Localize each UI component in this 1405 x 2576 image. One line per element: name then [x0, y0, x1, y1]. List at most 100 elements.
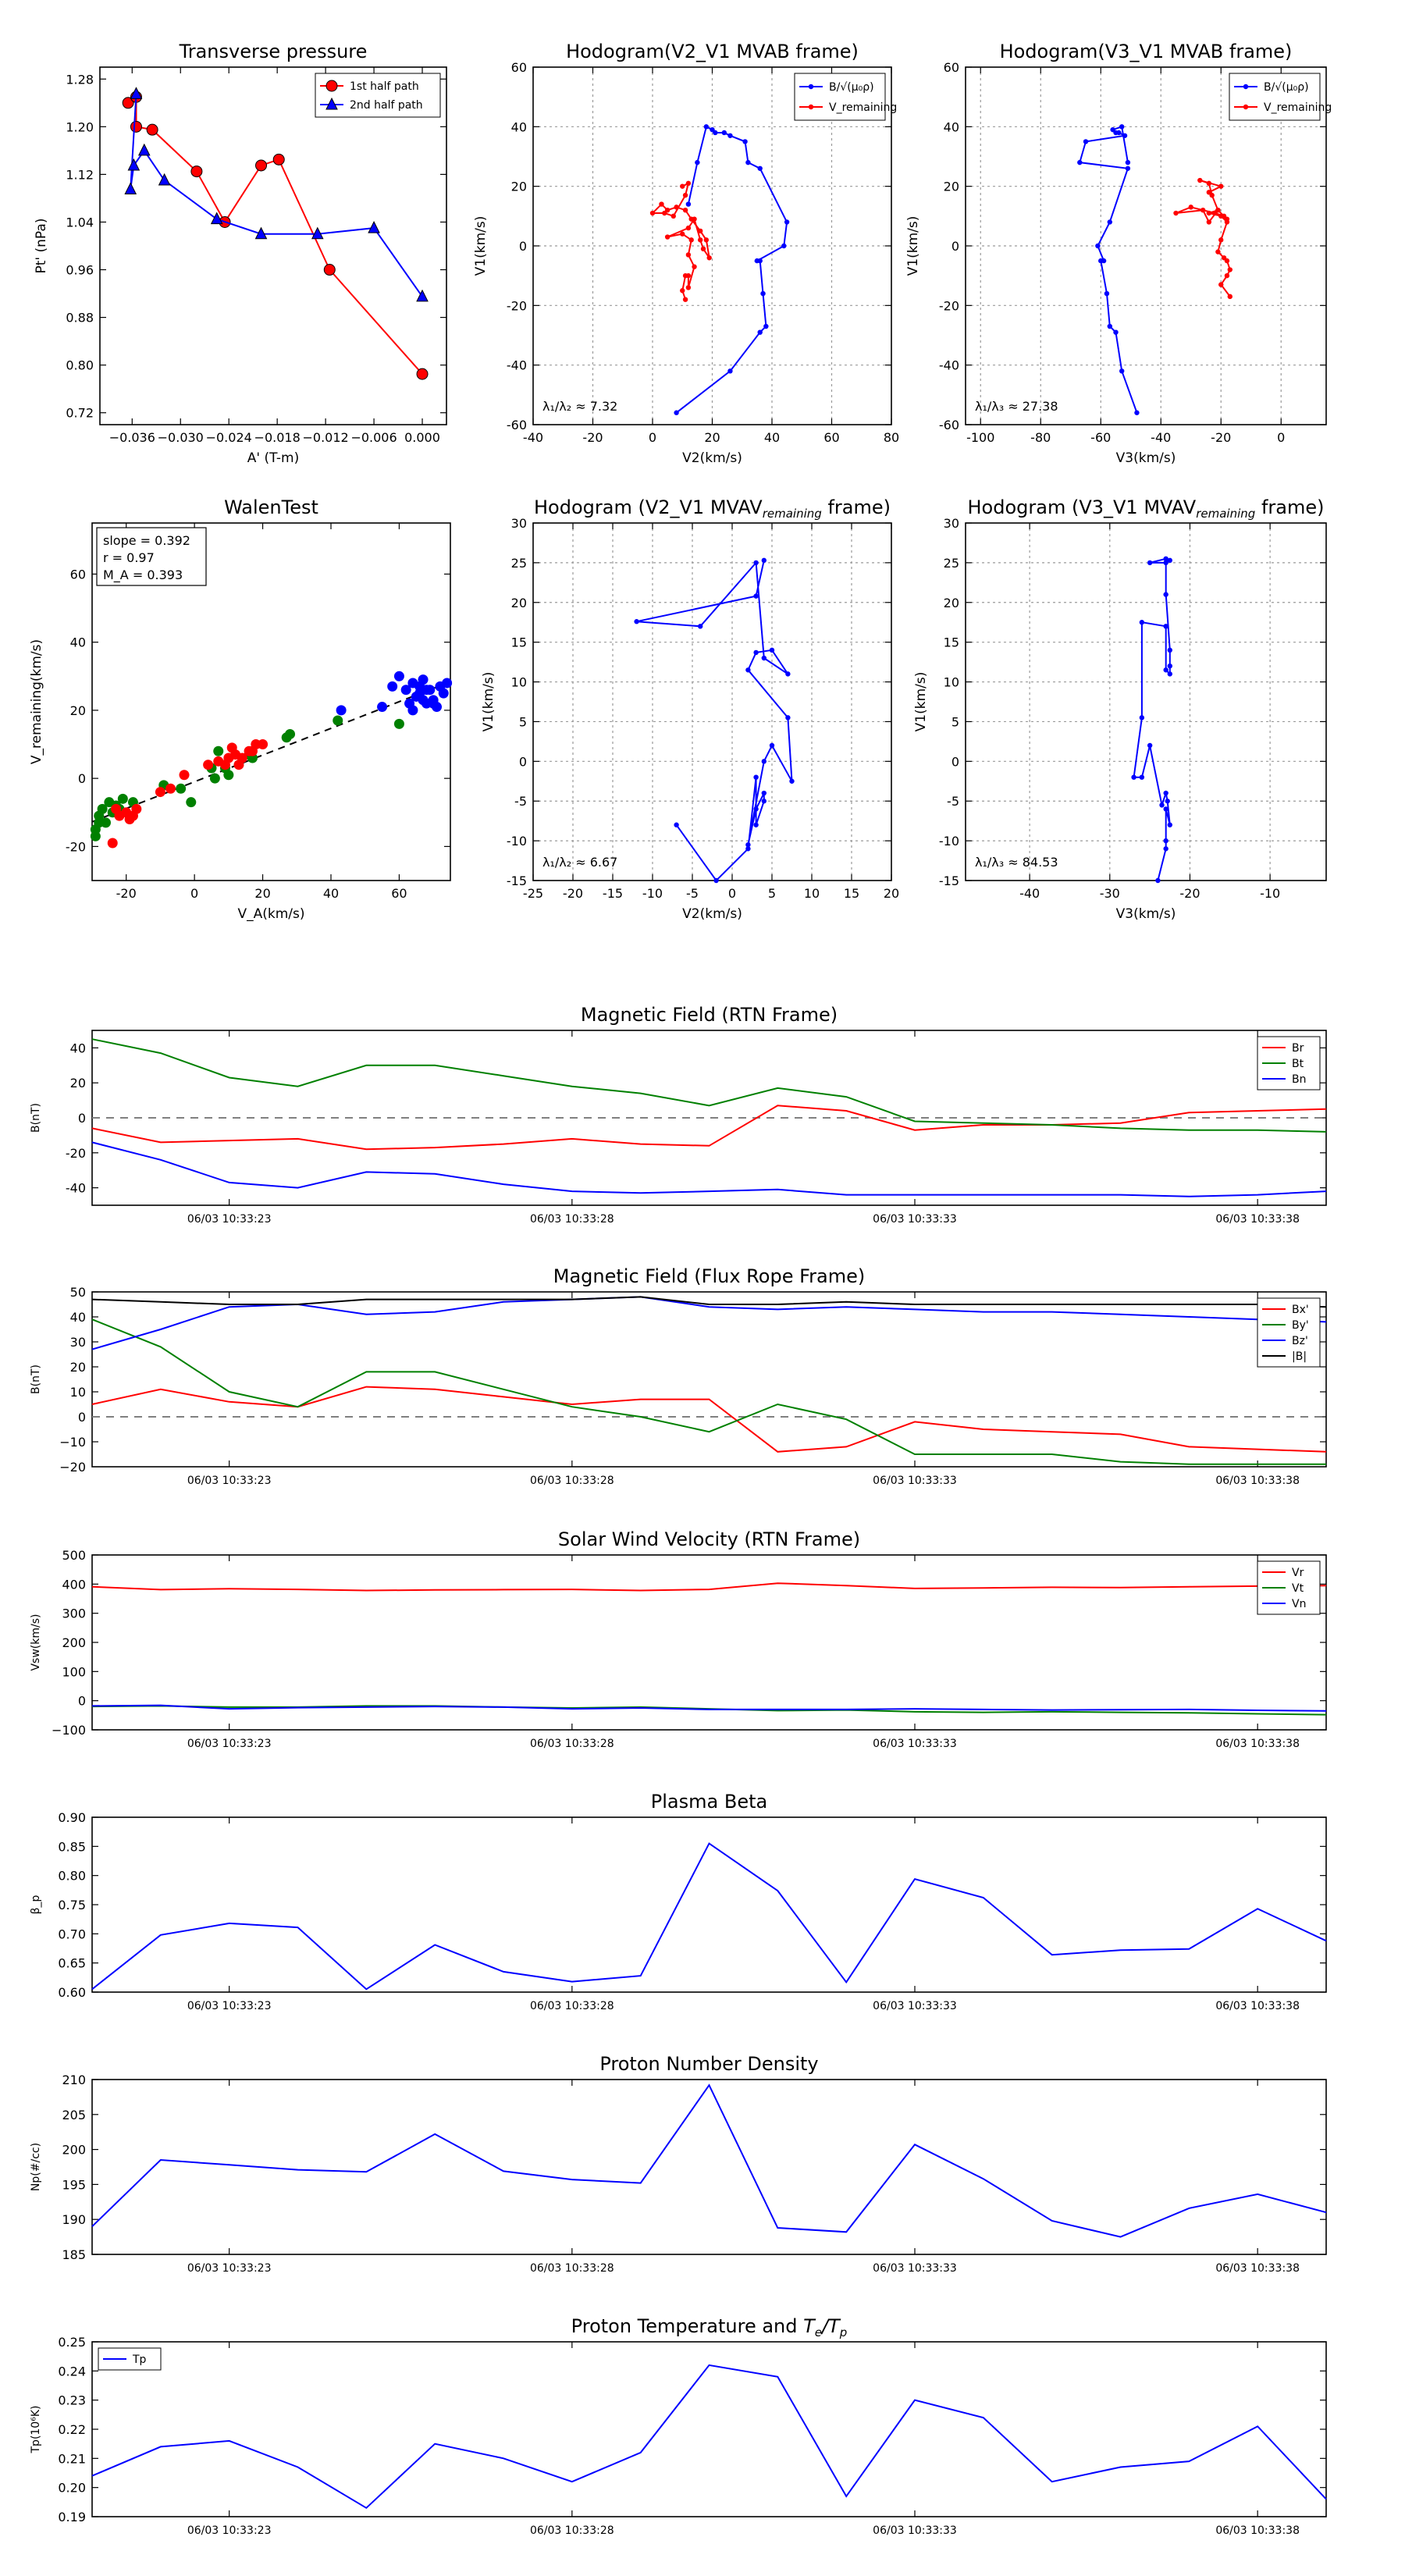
mag_rtn-ylabel: B(nT): [30, 1103, 42, 1133]
h3-data-point: [761, 557, 767, 564]
h3-xtick-label: 15: [844, 886, 859, 901]
tp-data-point: [323, 264, 336, 276]
walen-data-point: [176, 783, 187, 794]
h4-data-point: [1163, 790, 1168, 796]
walen-data-point: [111, 803, 122, 814]
h1-data-point: [685, 180, 692, 187]
h1-legend: B/√(μ₀ρ) V_remaining: [794, 73, 897, 121]
h2-data-point: [1113, 329, 1119, 335]
h2-data-point: [1173, 210, 1179, 216]
h4-ytick-label: -15: [939, 873, 959, 888]
tp_temp-ytick-label: 0.23: [58, 2393, 86, 2408]
h1-data-point: [680, 231, 685, 237]
chart-walen-test: WalenTest -20 0 20 40 60 -20 0 20 40 60 V_A(km/s) V_…: [29, 496, 453, 922]
h3-data-point: [634, 619, 639, 624]
h2-data-point: [1125, 159, 1131, 165]
h4-ytick-label: 20: [944, 596, 959, 610]
h1-ytick-label: 40: [511, 119, 527, 134]
beta-ytick-label: 0.85: [58, 1839, 86, 1854]
mag_fr-ytick-label: −10: [59, 1435, 86, 1450]
h2-data-point: [1224, 272, 1230, 279]
h4-xtick-label: -20: [1179, 886, 1200, 901]
h4-title-main: Hodogram (V3_V1 MVAV: [968, 496, 1197, 518]
walen-data-point: [223, 770, 234, 781]
h1-data-point: [680, 288, 685, 294]
h1-data-point: [763, 323, 769, 329]
h4-data-point: [1147, 560, 1153, 566]
chart-mag_fr: Magnetic Field (Flux Rope Frame) −10 0 10 20…: [30, 1265, 1327, 1487]
vsw-xtick-label: 06/03 10:33:38: [1215, 1738, 1300, 1750]
h1-eigen-ratio: λ₁/λ₂ ≈ 7.32: [542, 399, 617, 414]
h1-series-line: [650, 181, 710, 301]
h4-data-point: [1147, 742, 1153, 749]
walen-fit-line: [91, 681, 451, 823]
walen-stat-line: slope = 0.392: [103, 533, 190, 548]
walen-data-point: [100, 817, 111, 828]
vsw-ytick-label: 100: [62, 1664, 86, 1679]
h3-ylabel: V1(km/s): [481, 672, 496, 732]
h1-data-point: [727, 368, 733, 374]
tp-data-point: [190, 165, 203, 178]
tp-ytick-label: 1.20: [66, 119, 94, 134]
walen-stat-line: M_A = 0.393: [103, 568, 183, 583]
h2-legend: B/√(μ₀ρ) V_remaining: [1229, 73, 1332, 121]
np-xtick-label: 06/03 10:33:28: [530, 2262, 614, 2275]
h1-data-point: [680, 183, 685, 189]
h2-data-point: [1077, 159, 1083, 165]
walen-data-point: [418, 674, 429, 685]
h2-data-point: [1206, 180, 1212, 187]
tp_temp-ytick-label: 0.24: [58, 2364, 86, 2379]
h1-xtick-label: 80: [884, 430, 899, 445]
h1-data-point: [745, 159, 751, 165]
h4-ytick-label: 30: [944, 516, 959, 531]
h2-data-point: [1215, 249, 1221, 254]
mag_rtn-series-line: [91, 1038, 1327, 1133]
chart-h4: Hodogram (V3_V1 MVAVremaining frame) -40 -…: [913, 496, 1327, 922]
tp-xtick-label: −0.030: [158, 430, 204, 445]
h4-data-point: [1167, 671, 1173, 677]
h2-data-point: [1224, 216, 1230, 222]
tp-legend-marker: [325, 80, 338, 92]
h4-data-point: [1159, 802, 1165, 808]
h2-ytick-label: -60: [939, 418, 959, 432]
h1-data-point: [760, 290, 766, 297]
tp_temp-series-line: [91, 2364, 1327, 2510]
h3-data-point: [753, 593, 759, 599]
tp_temp-title-math-slash: /T: [820, 2315, 841, 2337]
np-xtick-label: 06/03 10:33:38: [1215, 2262, 1300, 2275]
h3-data-point: [745, 667, 751, 673]
tp_temp-legend: Tp: [98, 2347, 162, 2371]
h1-data-point: [670, 213, 676, 219]
beta-ytick-label: 0.90: [58, 1810, 86, 1825]
tp-legend: 1st half path 2nd half path: [315, 73, 441, 118]
h3-ytick-label: 5: [519, 714, 527, 729]
beta-ytick-label: 0.70: [58, 1927, 86, 1941]
h3-data-point: [769, 742, 775, 749]
h4-xtick-label: -10: [1260, 886, 1280, 901]
h2-xlabel: V3(km/s): [1116, 450, 1176, 466]
h4-title-tail: frame): [1255, 496, 1324, 518]
h2-ytick-label: 20: [944, 180, 959, 194]
h2-data-point: [1107, 219, 1113, 225]
np-title: Proton Number Density: [599, 2053, 818, 2075]
np-xtick-label: 06/03 10:33:23: [187, 2262, 272, 2275]
tp-data-point: [416, 289, 429, 302]
h3-xtick-label: -25: [523, 886, 543, 901]
h3-ytick-label: 25: [511, 556, 527, 571]
tp-data-point: [122, 97, 134, 109]
h1-data-point: [703, 237, 710, 243]
h4-xlabel: V3(km/s): [1116, 906, 1176, 922]
h4-ytick-label: 15: [944, 635, 959, 650]
h2-xtick-label: -20: [1211, 430, 1231, 445]
walen-data-point: [107, 838, 118, 849]
h1-data-point: [721, 130, 727, 136]
h1-legend-label: B/√(μ₀ρ): [829, 81, 874, 94]
walen-data-point: [407, 705, 418, 716]
h1-xlabel: V2(km/s): [682, 450, 742, 466]
tp-legend-label: 2nd half path: [350, 99, 423, 112]
h1-data-point: [706, 255, 712, 261]
h1-legend-label: V_remaining: [829, 101, 897, 114]
h2-data-point: [1119, 124, 1125, 130]
h1-data-point: [784, 219, 790, 225]
walen-xtick-label: 0: [190, 886, 198, 901]
